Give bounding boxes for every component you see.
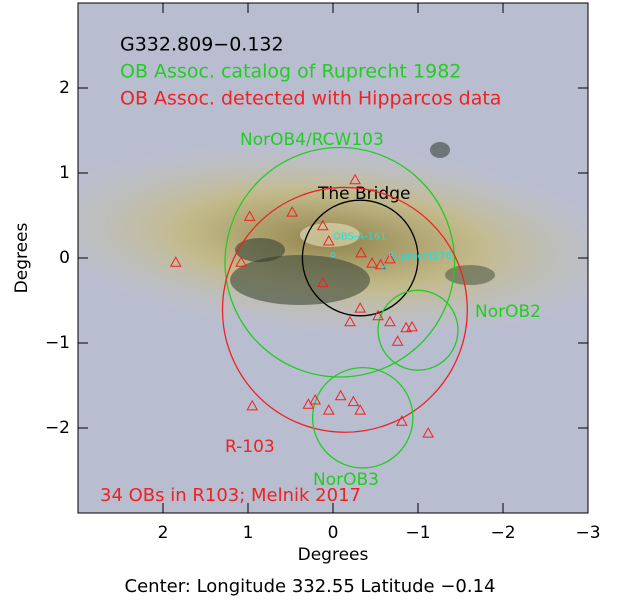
x-tick-label: 1 [243, 523, 254, 543]
region-label: NorOB2 [475, 302, 541, 322]
y-axis-label: Degrees [12, 222, 32, 293]
header-line: OB Assoc. catalog of Ruprecht 1982 [120, 61, 461, 83]
region-label: The Bridge [317, 184, 410, 204]
x-tick-label: −3 [575, 523, 600, 543]
y-tick-label: 0 [59, 248, 70, 268]
x-tick-label: 0 [328, 523, 339, 543]
x-axis-label: Degrees [298, 545, 369, 565]
y-tick-label: 1 [59, 163, 70, 183]
note: 34 OBs in R103; Melnik 2017 [100, 485, 361, 506]
chart: Degrees Degrees Center: Longitude 332.55… [0, 0, 623, 600]
header-line: G332.809−0.132 [120, 34, 284, 56]
y-tick-label: −1 [45, 333, 70, 353]
region-label: R-103 [225, 437, 275, 457]
y-tick-label: −2 [45, 418, 70, 438]
region-label: NorOB4/RCW103 [240, 130, 384, 150]
header-line: OB Assoc. detected with Hipparcos data [120, 88, 501, 110]
cluster-label: Ruprecht176 [388, 251, 452, 262]
y-tick-label: 2 [59, 78, 70, 98]
caption: Center: Longitude 332.55 Latitude −0.14 [125, 576, 496, 597]
x-tick-label: 2 [158, 523, 169, 543]
cluster-label: OBS-A-161 [333, 232, 387, 243]
x-tick-label: −1 [405, 523, 430, 543]
x-tick-label: −2 [490, 523, 515, 543]
